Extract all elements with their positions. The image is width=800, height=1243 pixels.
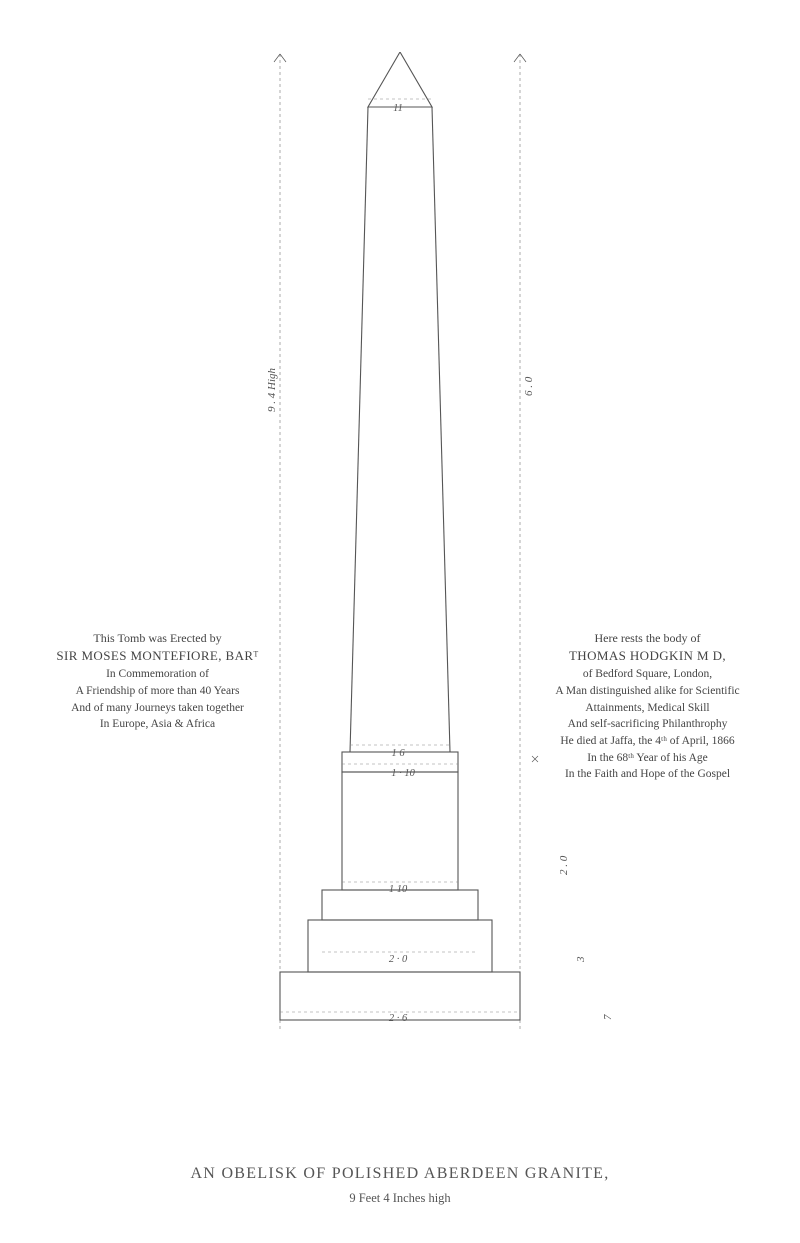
- left-line-2: SIR MOSES MONTEFIORE, BARᵀ: [30, 647, 285, 666]
- hdim-top: 11: [338, 103, 458, 114]
- right-vertical-dimension-mid: 2 . 0: [558, 856, 570, 875]
- right-line-1: Here rests the body of: [515, 630, 780, 647]
- left-line-5: And of many Journeys taken together: [30, 700, 285, 717]
- right-vertical-dimension-low: 3: [575, 957, 587, 963]
- caption: AN OBELISK OF POLISHED ABERDEEN GRANITE,…: [0, 1165, 800, 1206]
- left-vertical-dimension: 9 . 4 High: [266, 368, 278, 412]
- left-inscription: This Tomb was Erected by SIR MOSES MONTE…: [30, 630, 285, 733]
- right-vertical-dimension-base: 7: [602, 1015, 614, 1021]
- right-inscription: Here rests the body of THOMAS HODGKIN M …: [515, 630, 780, 783]
- right-line-8: In the 68ᵗʰ Year of his Age: [515, 750, 780, 767]
- right-vertical-dimension-top: 6 . 0: [523, 377, 535, 396]
- right-line-3: of Bedford Square, London,: [515, 666, 780, 683]
- left-line-6: In Europe, Asia & Africa: [30, 716, 285, 733]
- right-line-7: He died at Jaffa, the 4ᵗʰ of April, 1866: [515, 733, 780, 750]
- page: 9 . 4 High 6 . 0 2 . 0 3 7 11 1 6 1 · 10…: [0, 0, 800, 1243]
- right-line-9: In the Faith and Hope of the Gospel: [515, 766, 780, 783]
- right-line-2: THOMAS HODGKIN M D,: [515, 647, 780, 666]
- hdim-step2: 2 · 6: [338, 1013, 458, 1024]
- left-line-1: This Tomb was Erected by: [30, 630, 285, 647]
- left-line-4: A Friendship of more than 40 Years: [30, 683, 285, 700]
- hdim-body2: 1 10: [338, 884, 458, 895]
- hdim-step1: 2 · 0: [338, 954, 458, 965]
- hdim-body1: 1 6: [338, 748, 458, 759]
- left-line-3: In Commemoration of: [30, 666, 285, 683]
- right-line-5: Attainments, Medical Skill: [515, 700, 780, 717]
- obelisk-figure: [250, 52, 550, 1052]
- right-line-4: A Man distinguished alike for Scientific: [515, 683, 780, 700]
- right-line-6: And self-sacrificing Philanthrophy: [515, 716, 780, 733]
- hdim-body1b: 1 · 10: [338, 768, 468, 779]
- caption-title: AN OBELISK OF POLISHED ABERDEEN GRANITE,: [0, 1165, 800, 1183]
- caption-subtitle: 9 Feet 4 Inches high: [0, 1191, 800, 1206]
